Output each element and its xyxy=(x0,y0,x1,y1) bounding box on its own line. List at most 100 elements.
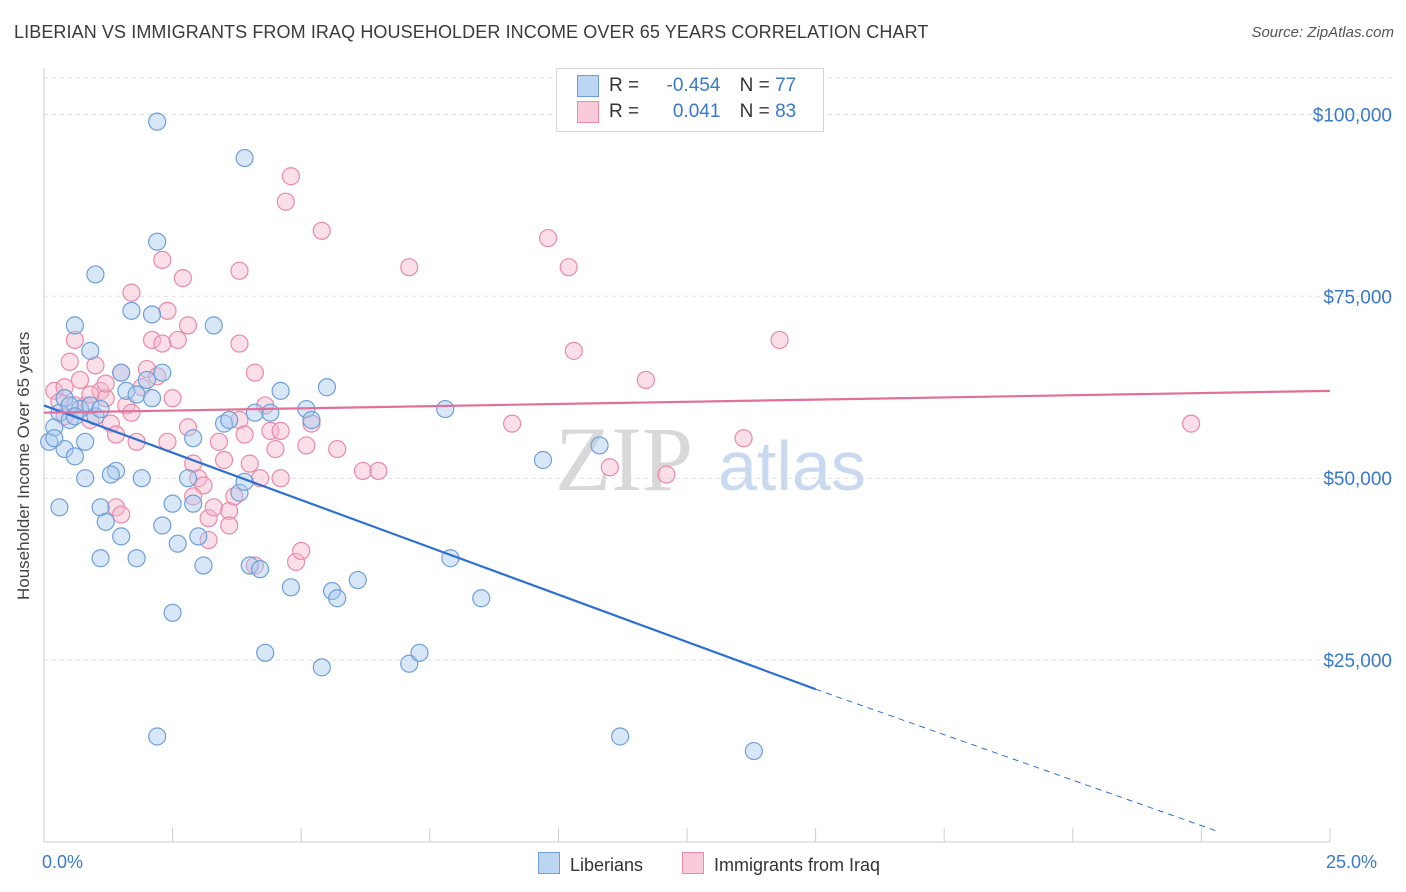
x-tick-label-max: 25.0% xyxy=(1326,852,1378,872)
data-point xyxy=(55,378,74,397)
data-point xyxy=(271,381,290,400)
data-point xyxy=(744,741,763,761)
data-point xyxy=(539,228,558,248)
legend-r-value: -0.454 xyxy=(666,75,721,97)
data-point xyxy=(328,439,347,459)
legend-swatch-pink xyxy=(577,101,599,123)
data-point xyxy=(245,363,265,382)
data-point xyxy=(436,399,455,419)
data-point xyxy=(204,498,223,517)
data-point xyxy=(256,643,275,662)
data-point xyxy=(230,261,249,280)
legend-n-value: 83 xyxy=(775,101,797,123)
data-point xyxy=(65,330,84,350)
data-point xyxy=(65,447,84,466)
y-tick-label: $25,000 xyxy=(1323,651,1392,672)
data-point xyxy=(96,374,115,393)
iraq-trend-line xyxy=(43,389,1331,414)
watermark-zip: ZIP xyxy=(555,408,693,510)
data-point xyxy=(189,527,208,546)
data-point xyxy=(286,552,306,571)
data-point xyxy=(122,301,141,320)
data-point xyxy=(276,192,295,211)
data-point xyxy=(184,494,203,513)
data-point xyxy=(281,578,301,597)
data-point xyxy=(297,436,316,455)
watermark: ZIP atlas xyxy=(555,408,866,510)
data-point xyxy=(220,410,239,430)
data-point xyxy=(153,250,172,270)
legend-swatch-blue xyxy=(577,75,599,97)
liberians-trend-line xyxy=(43,404,816,691)
trend-lines xyxy=(43,389,1331,832)
data-point xyxy=(117,381,136,400)
correlation-legend: R = -0.454 N = 77 R = 0.041 N = 83 xyxy=(556,68,824,132)
data-point xyxy=(199,530,218,550)
data-point xyxy=(353,461,373,481)
data-point xyxy=(148,727,167,746)
y-axis-label: Householder Income Over 65 years xyxy=(14,331,33,600)
data-point xyxy=(410,643,429,662)
data-point xyxy=(158,301,177,320)
y-tick-label: $50,000 xyxy=(1323,469,1392,490)
data-point xyxy=(281,167,301,186)
data-point xyxy=(204,316,223,335)
data-point xyxy=(65,316,84,335)
data-point xyxy=(101,465,120,484)
data-point xyxy=(611,727,630,746)
data-point xyxy=(45,429,64,448)
data-point xyxy=(168,330,187,350)
data-point xyxy=(235,148,254,168)
legend-r-value: 0.041 xyxy=(672,101,721,123)
data-point xyxy=(81,385,100,404)
data-point xyxy=(163,389,182,408)
data-point xyxy=(122,283,141,302)
data-point xyxy=(302,410,321,430)
data-point xyxy=(503,414,522,433)
y-tick-label: $75,000 xyxy=(1323,287,1392,308)
data-point xyxy=(45,381,64,400)
data-point xyxy=(559,258,578,277)
data-point xyxy=(261,421,280,440)
data-point xyxy=(60,352,79,371)
chart-title: LIBERIAN VS IMMIGRANTS FROM IRAQ HOUSEHO… xyxy=(14,22,929,42)
legend-n-value: 77 xyxy=(775,75,797,97)
data-point xyxy=(96,389,115,408)
data-point xyxy=(184,487,203,506)
data-point xyxy=(122,403,141,422)
data-point xyxy=(153,363,172,382)
data-point xyxy=(328,589,347,608)
data-point xyxy=(240,454,259,473)
data-point xyxy=(91,399,110,419)
bottom-legend-liberians: Liberians xyxy=(538,852,643,876)
data-point xyxy=(173,268,192,288)
legend-r-label: R = xyxy=(609,75,640,97)
data-point xyxy=(1182,414,1201,433)
data-point xyxy=(261,403,280,422)
data-point xyxy=(148,112,167,131)
data-point xyxy=(266,439,285,459)
data-point xyxy=(70,370,90,390)
data-point xyxy=(76,469,95,488)
data-point xyxy=(235,425,254,444)
y-tick-labels: $25,000 $50,000 $75,000 $100,000 xyxy=(1313,105,1392,672)
data-point xyxy=(137,370,156,390)
x-tick-label-min: 0.0% xyxy=(42,852,84,872)
data-point xyxy=(127,385,146,404)
data-point xyxy=(168,534,187,553)
data-point xyxy=(564,341,583,360)
data-point xyxy=(142,305,162,324)
data-point xyxy=(112,505,131,524)
data-point xyxy=(734,429,753,448)
data-point xyxy=(127,549,146,568)
data-point xyxy=(250,560,270,579)
data-point xyxy=(209,432,228,451)
data-point xyxy=(230,334,249,353)
bottom-legend-label: Immigrants from Iraq xyxy=(714,855,881,875)
data-point xyxy=(178,418,198,437)
data-point xyxy=(369,461,388,481)
source-label: Source: ZipAtlas.com xyxy=(1251,24,1394,41)
data-point xyxy=(91,549,110,568)
legend-row-liberians: R = -0.454 N = 77 xyxy=(577,75,796,101)
